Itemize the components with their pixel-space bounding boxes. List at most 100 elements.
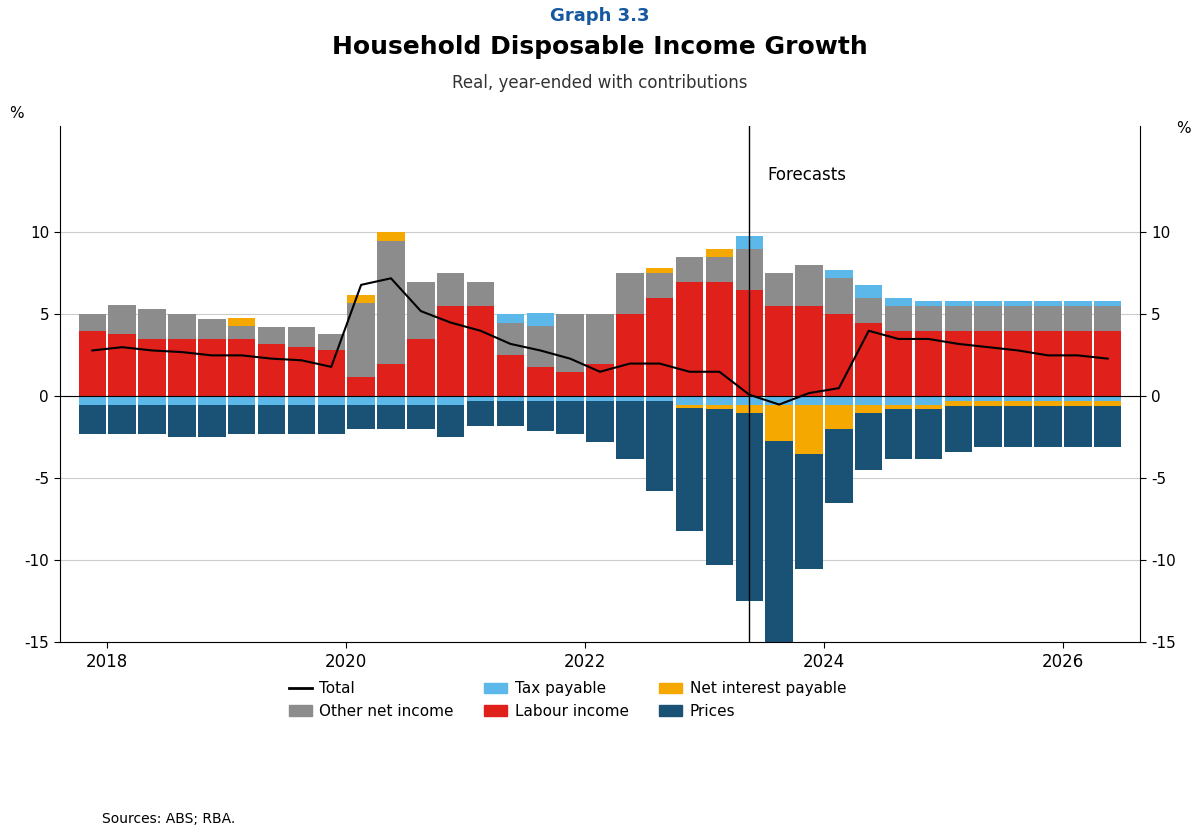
Bar <box>168 396 196 405</box>
Bar <box>1064 401 1092 406</box>
Bar <box>467 396 494 401</box>
Bar <box>108 405 136 434</box>
Bar <box>974 301 1002 306</box>
Bar <box>646 396 673 401</box>
Bar <box>826 314 853 396</box>
Bar <box>198 319 226 339</box>
Bar <box>79 331 106 396</box>
Bar <box>856 413 882 470</box>
Bar <box>736 290 763 396</box>
Bar <box>467 401 494 426</box>
Bar <box>437 306 464 396</box>
Bar <box>258 328 286 344</box>
Bar <box>974 396 1002 401</box>
Bar <box>706 405 733 410</box>
Bar <box>168 339 196 396</box>
Bar <box>557 401 584 434</box>
Bar <box>318 405 344 434</box>
Bar <box>1064 331 1092 396</box>
Bar <box>258 396 286 405</box>
Bar <box>318 396 344 405</box>
Bar <box>676 396 703 405</box>
Bar <box>138 339 166 396</box>
Bar <box>437 405 464 437</box>
Bar <box>377 232 404 241</box>
Bar <box>856 298 882 323</box>
Bar <box>706 282 733 396</box>
Bar <box>288 405 316 434</box>
Bar <box>856 323 882 396</box>
Bar <box>706 249 733 257</box>
Legend: Total, Other net income, Tax payable, Labour income, Net interest payable, Price: Total, Other net income, Tax payable, La… <box>282 675 852 725</box>
Bar <box>1034 301 1062 306</box>
Bar <box>587 401 613 442</box>
Text: Household Disposable Income Growth: Household Disposable Income Growth <box>332 35 868 59</box>
Bar <box>884 306 912 331</box>
Bar <box>1034 401 1062 406</box>
Bar <box>676 257 703 282</box>
Bar <box>884 410 912 458</box>
Bar <box>1034 396 1062 401</box>
Bar <box>377 241 404 364</box>
Bar <box>108 304 136 334</box>
Bar <box>79 405 106 434</box>
Bar <box>884 405 912 410</box>
Bar <box>318 334 344 350</box>
Bar <box>168 405 196 437</box>
Bar <box>736 396 763 405</box>
Bar <box>706 410 733 566</box>
Bar <box>467 282 494 306</box>
Bar <box>497 314 524 323</box>
Bar <box>884 298 912 306</box>
Bar <box>736 405 763 413</box>
Bar <box>1004 331 1032 396</box>
Bar <box>138 396 166 405</box>
Bar <box>347 377 374 396</box>
Bar <box>527 401 554 431</box>
Bar <box>826 396 853 405</box>
Bar <box>497 401 524 426</box>
Bar <box>974 331 1002 396</box>
Bar <box>796 265 823 306</box>
Bar <box>646 268 673 273</box>
Bar <box>79 314 106 331</box>
Bar <box>856 396 882 405</box>
Bar <box>587 314 613 364</box>
Bar <box>1004 306 1032 331</box>
Bar <box>766 441 793 645</box>
Bar <box>288 347 316 396</box>
Bar <box>826 429 853 503</box>
Bar <box>377 396 404 405</box>
Bar <box>288 396 316 405</box>
Bar <box>79 396 106 405</box>
Bar <box>856 285 882 298</box>
Bar <box>1094 396 1121 401</box>
Bar <box>288 328 316 347</box>
Bar <box>497 323 524 355</box>
Bar <box>228 318 256 326</box>
Bar <box>796 405 823 453</box>
Bar <box>1034 331 1062 396</box>
Bar <box>527 396 554 401</box>
Bar <box>1034 406 1062 447</box>
Bar <box>676 405 703 408</box>
Bar <box>228 326 256 339</box>
Bar <box>407 405 434 429</box>
Bar <box>318 350 344 396</box>
Bar <box>974 406 1002 447</box>
Bar <box>736 235 763 249</box>
Bar <box>676 282 703 396</box>
Bar <box>527 367 554 396</box>
Bar <box>557 314 584 372</box>
Bar <box>914 301 942 306</box>
Bar <box>198 339 226 396</box>
Bar <box>1064 396 1092 401</box>
Bar <box>108 396 136 405</box>
Bar <box>706 396 733 405</box>
Bar <box>766 273 793 306</box>
Bar <box>258 405 286 434</box>
Bar <box>796 453 823 568</box>
Bar <box>736 249 763 290</box>
Bar <box>944 331 972 396</box>
Bar <box>1004 406 1032 447</box>
